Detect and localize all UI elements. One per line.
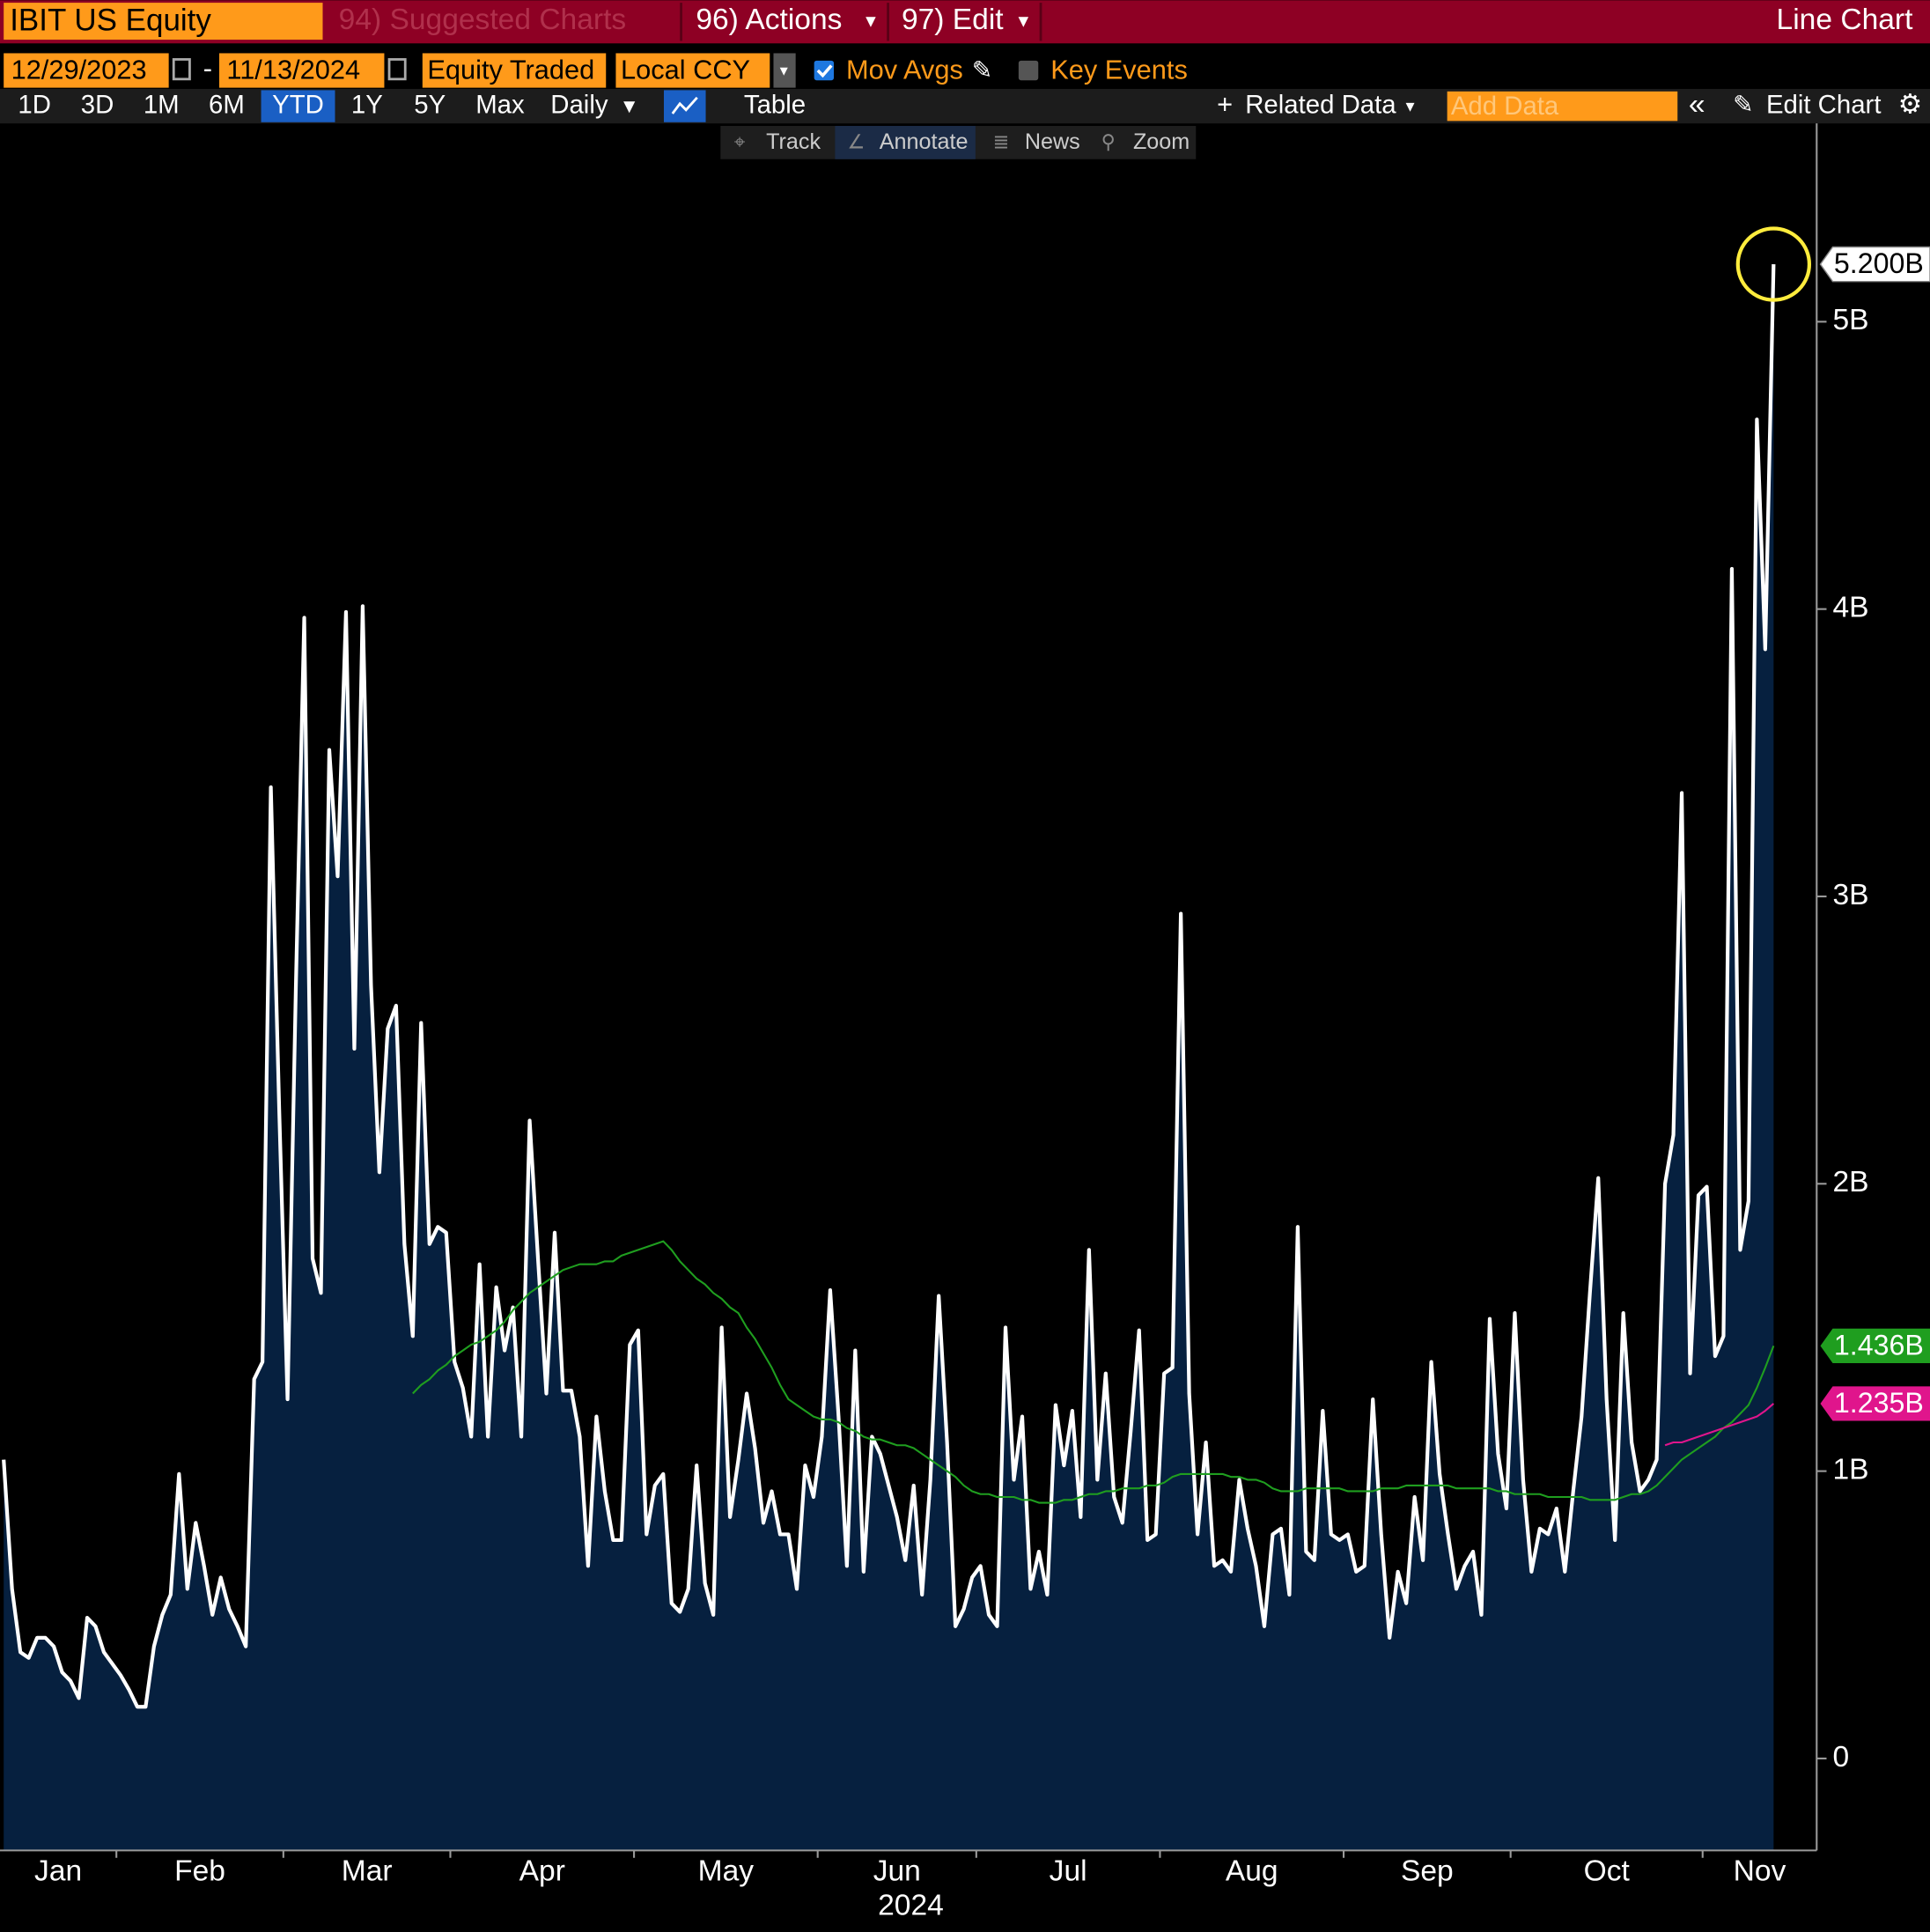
mov-avgs[interactable]: Mov Avgs: [846, 55, 963, 85]
dropdown-arrow: ▼: [1403, 98, 1418, 114]
tool-active: [835, 125, 976, 159]
series-line: [412, 1240, 1775, 1504]
end-date[interactable]: 11/13/2024: [226, 55, 360, 85]
pencil-icon: ✎: [1733, 91, 1753, 118]
tools: ⌖ Track ∠ Annotate ≣ News ⚲ Zoom: [734, 129, 1190, 154]
tool-icon: ⌖: [734, 130, 746, 152]
key-events-checkbox[interactable]: [1018, 60, 1039, 81]
y-tick-label: 0: [1832, 1741, 1849, 1773]
highlight-circle: [1735, 226, 1812, 302]
period-selected: [261, 90, 335, 122]
x-tick-label: Sep: [1401, 1855, 1454, 1887]
currency-dropdown[interactable]: [773, 53, 796, 88]
last-value-flag: [1820, 1386, 1930, 1421]
calendar-icon[interactable]: [172, 58, 191, 81]
series-line: [2, 264, 1776, 1709]
period-button[interactable]: 1D: [18, 90, 51, 119]
y-tick-label: 2B: [1832, 1166, 1868, 1198]
x-tick-label: Jul: [1050, 1855, 1087, 1887]
chart-kind: Line Chart: [1777, 4, 1914, 36]
x-axis-label: 2024: [878, 1890, 944, 1922]
area: [4, 264, 1774, 1851]
period-button[interactable]: 6M: [209, 90, 245, 119]
last-value-flag: [1820, 1328, 1930, 1363]
start-date[interactable]: 12/29/2023: [11, 55, 147, 85]
actions-menu[interactable]: 96) Actions: [696, 4, 842, 36]
collapse-button[interactable]: «: [1689, 88, 1705, 121]
date-separator: -: [203, 53, 212, 84]
tool-button[interactable]: Annotate: [880, 129, 969, 154]
tool-icon: ⚲: [1101, 130, 1116, 152]
x-tick-label: Jun: [873, 1855, 921, 1887]
tool-button[interactable]: Zoom: [1133, 129, 1190, 154]
suggested-charts[interactable]: 94) Suggested Charts: [339, 4, 627, 36]
period-button[interactable]: Max: [475, 90, 525, 119]
tool-button[interactable]: Track: [766, 129, 821, 154]
tool-icon: ∠: [847, 130, 865, 152]
currency[interactable]: Local CCY: [621, 55, 750, 85]
security-input[interactable]: [4, 3, 323, 41]
x-tick-label: May: [698, 1855, 755, 1887]
check-mark: [816, 64, 833, 78]
tool-icon: ≣: [992, 130, 1009, 152]
y-tick-label: 5B: [1832, 304, 1868, 336]
chart: 0 1B 2B 3B 4B 5B Jan Feb Mar Apr May Jun Jul Aug Sep Oc…: [0, 123, 1930, 1922]
last-value-label: 1.436B: [1834, 1329, 1924, 1361]
x-tick-label: Apr: [519, 1855, 565, 1887]
add-data[interactable]: Add Data: [1451, 92, 1559, 121]
chart-icon: [671, 96, 698, 114]
dropdown-arrow: ▼: [777, 63, 791, 78]
edit-chart[interactable]: Edit Chart: [1766, 90, 1882, 119]
x-tick-label: Nov: [1734, 1855, 1786, 1887]
period-buttons: 1D 3D 1M 6M YTD 1Y 5Y Max: [18, 90, 525, 122]
period-button[interactable]: 1Y: [351, 90, 383, 119]
dropdown-arrow: ▼: [620, 95, 639, 117]
period-button[interactable]: YTD: [272, 90, 324, 119]
period-button[interactable]: 1M: [144, 90, 180, 119]
key-events[interactable]: Key Events: [1050, 55, 1188, 85]
x-tick-label: Oct: [1584, 1855, 1631, 1887]
pencil-icon[interactable]: ✎: [972, 56, 992, 84]
dropdown-arrow: ▼: [1015, 12, 1032, 32]
mov-avgs-checkbox[interactable]: [814, 60, 835, 81]
period-button[interactable]: 3D: [81, 90, 114, 119]
plus-icon: +: [1217, 89, 1233, 120]
period-button[interactable]: 5Y: [414, 90, 446, 119]
x-tick-label: Aug: [1226, 1855, 1278, 1887]
chart-view-button[interactable]: [663, 90, 706, 122]
frequency[interactable]: Daily: [550, 90, 608, 119]
x-tick-label: Feb: [174, 1855, 225, 1887]
series-line: [1664, 1403, 1775, 1447]
field-input[interactable]: [422, 53, 607, 88]
y-tick-label: 3B: [1832, 879, 1868, 911]
y-tick-label: 1B: [1832, 1454, 1868, 1486]
x-tick-label: Jan: [34, 1855, 82, 1887]
settings-icon[interactable]: ⚙: [1898, 89, 1923, 120]
tool-button[interactable]: News: [1025, 129, 1080, 154]
currency-input[interactable]: [615, 53, 770, 88]
y-tick-label: 4B: [1832, 592, 1868, 624]
start-date-input[interactable]: [4, 53, 169, 88]
calendar-icon[interactable]: [387, 58, 407, 81]
x-tick-label: Mar: [342, 1855, 393, 1887]
last-value-label: 1.235B: [1834, 1387, 1924, 1419]
last-value-flag: [1819, 246, 1930, 283]
dropdown-arrow: ▼: [862, 12, 879, 32]
add-data-input[interactable]: [1447, 91, 1678, 122]
related-data[interactable]: Related Data: [1245, 90, 1396, 119]
field[interactable]: Equity Traded: [427, 55, 594, 85]
edit-menu[interactable]: 97) Edit: [902, 4, 1004, 36]
last-value-label: 5.200B: [1834, 247, 1924, 279]
table-button[interactable]: Table: [744, 90, 806, 119]
end-date-input[interactable]: [218, 53, 385, 88]
security[interactable]: IBIT US Equity: [10, 4, 211, 38]
